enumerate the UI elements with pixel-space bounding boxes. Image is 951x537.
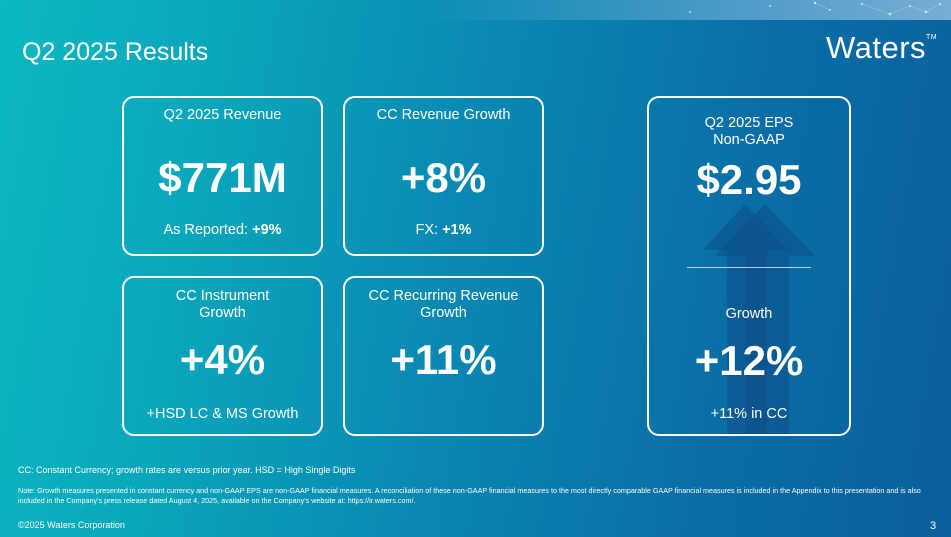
footnote-note: Note: Growth measures presented in const… — [18, 486, 921, 505]
eps-divider — [687, 267, 811, 268]
cc-instrument-sub: +HSD LC & MS Growth — [146, 406, 299, 422]
footnote-definitions: CC: Constant Currency; growth rates are … — [18, 465, 356, 475]
fx-value: +1% — [442, 222, 472, 238]
revenue-sub-prefix: As Reported: — [163, 222, 253, 238]
cc-revenue-sub: FX: +1% — [345, 222, 542, 239]
eps-label: Q2 2025 EPS Non-GAAP — [649, 115, 849, 149]
cc-instrument-growth-card: CC Instrument Growth +4% +HSD LC & MS Gro… — [122, 276, 323, 436]
cc-revenue-growth-card: CC Revenue Growth +8% FX: +1% — [343, 96, 544, 256]
copyright: ©2025 Waters Corporation — [18, 520, 125, 530]
up-arrows-icon — [703, 204, 815, 434]
revenue-label: Q2 2025 Revenue — [163, 107, 282, 123]
eps-label-line1: Q2 2025 EPS — [704, 115, 794, 131]
eps-value: $2.95 — [696, 156, 802, 203]
top-decorative-band — [0, 0, 951, 20]
cc-instrument-label-line2: Growth — [199, 305, 246, 321]
revenue-card: Q2 2025 Revenue $771M As Reported: +9% — [122, 96, 323, 256]
eps-growth-label: Growth — [725, 306, 773, 322]
page-number: 3 — [930, 520, 937, 532]
cc-instrument-label-line1: CC Instrument — [175, 288, 270, 304]
cc-recurring-label: CC Recurring Revenue Growth — [345, 288, 542, 322]
cc-instrument-label: CC Instrument Growth — [124, 288, 321, 322]
fx-prefix: FX: — [415, 222, 443, 238]
logo-text: Waters — [826, 30, 927, 65]
eps-growth-sub: +11% in CC — [710, 406, 788, 422]
cc-recurring-label-line2: Growth — [420, 305, 467, 321]
eps-growth-value: +12% — [694, 337, 804, 384]
cc-recurring-revenue-growth-card: CC Recurring Revenue Growth +11% — [343, 276, 544, 436]
revenue-sub-value: +9% — [252, 222, 282, 238]
eps-card: Q2 2025 EPS Non-GAAP $2.95 Growth +12% +1… — [647, 96, 851, 436]
eps-label-line2: Non-GAAP — [713, 132, 785, 148]
slide-title: Q2 2025 Results — [22, 38, 209, 66]
cc-revenue-label: CC Revenue Growth — [376, 107, 511, 123]
logo-trademark: TM — [926, 34, 938, 41]
network-dots-decoration — [689, 1, 941, 16]
cc-recurring-value: +11% — [390, 336, 497, 383]
revenue-sub: As Reported: +9% — [124, 222, 321, 239]
revenue-value: $771M — [158, 154, 287, 201]
cc-revenue-value: +8% — [400, 154, 487, 201]
cc-instrument-value: +4% — [179, 336, 266, 383]
waters-logo: WatersTM — [826, 30, 937, 66]
cc-recurring-label-line1: CC Recurring Revenue — [368, 288, 519, 304]
